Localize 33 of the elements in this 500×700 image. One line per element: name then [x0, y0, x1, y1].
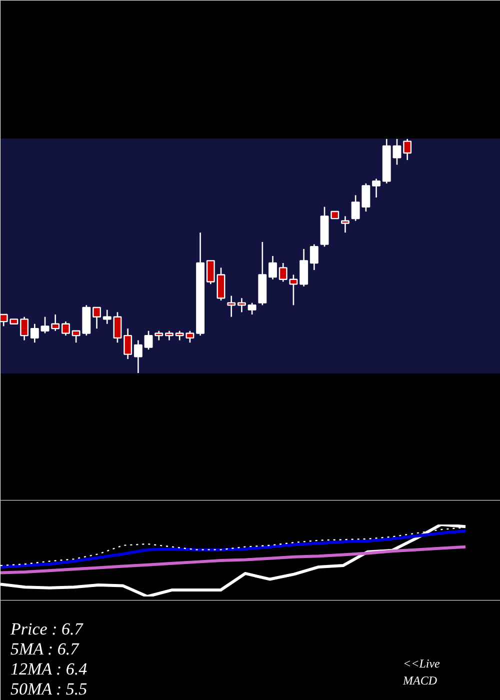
candlestick	[237, 297, 246, 313]
candlestick	[300, 248, 308, 288]
candlestick	[134, 340, 142, 374]
candlestick	[124, 328, 132, 360]
text: 50MA : 5.5	[10, 680, 88, 698]
candlestick	[392, 138, 402, 166]
candlestick	[289, 274, 298, 306]
candlestick	[248, 302, 256, 316]
candlestick	[340, 216, 350, 234]
candlestick	[372, 178, 380, 198]
candlestick	[227, 295, 236, 318]
candlestick	[165, 330, 174, 341]
candlestick	[310, 244, 318, 271]
candlestick	[102, 309, 112, 325]
candlestick	[61, 320, 70, 336]
text: <<Live	[403, 656, 441, 670]
candlestick	[278, 262, 288, 282]
candlestick	[216, 267, 226, 302]
candlestick	[154, 330, 164, 341]
candlestick	[92, 306, 101, 330]
text: Price : 6.7	[10, 620, 84, 638]
candlestick	[113, 312, 122, 344]
candlestick	[403, 138, 412, 161]
candlestick	[40, 316, 50, 334]
text: MACD	[402, 674, 438, 688]
text: 12MA : 6.4	[10, 660, 88, 678]
candlestick	[206, 260, 215, 285]
candlestick	[30, 323, 39, 344]
candlestick	[144, 330, 153, 350]
candlestick	[268, 255, 277, 280]
candlestick	[20, 316, 29, 341]
text: 5MA : 6.7	[10, 640, 80, 658]
candlestick	[51, 314, 60, 332]
